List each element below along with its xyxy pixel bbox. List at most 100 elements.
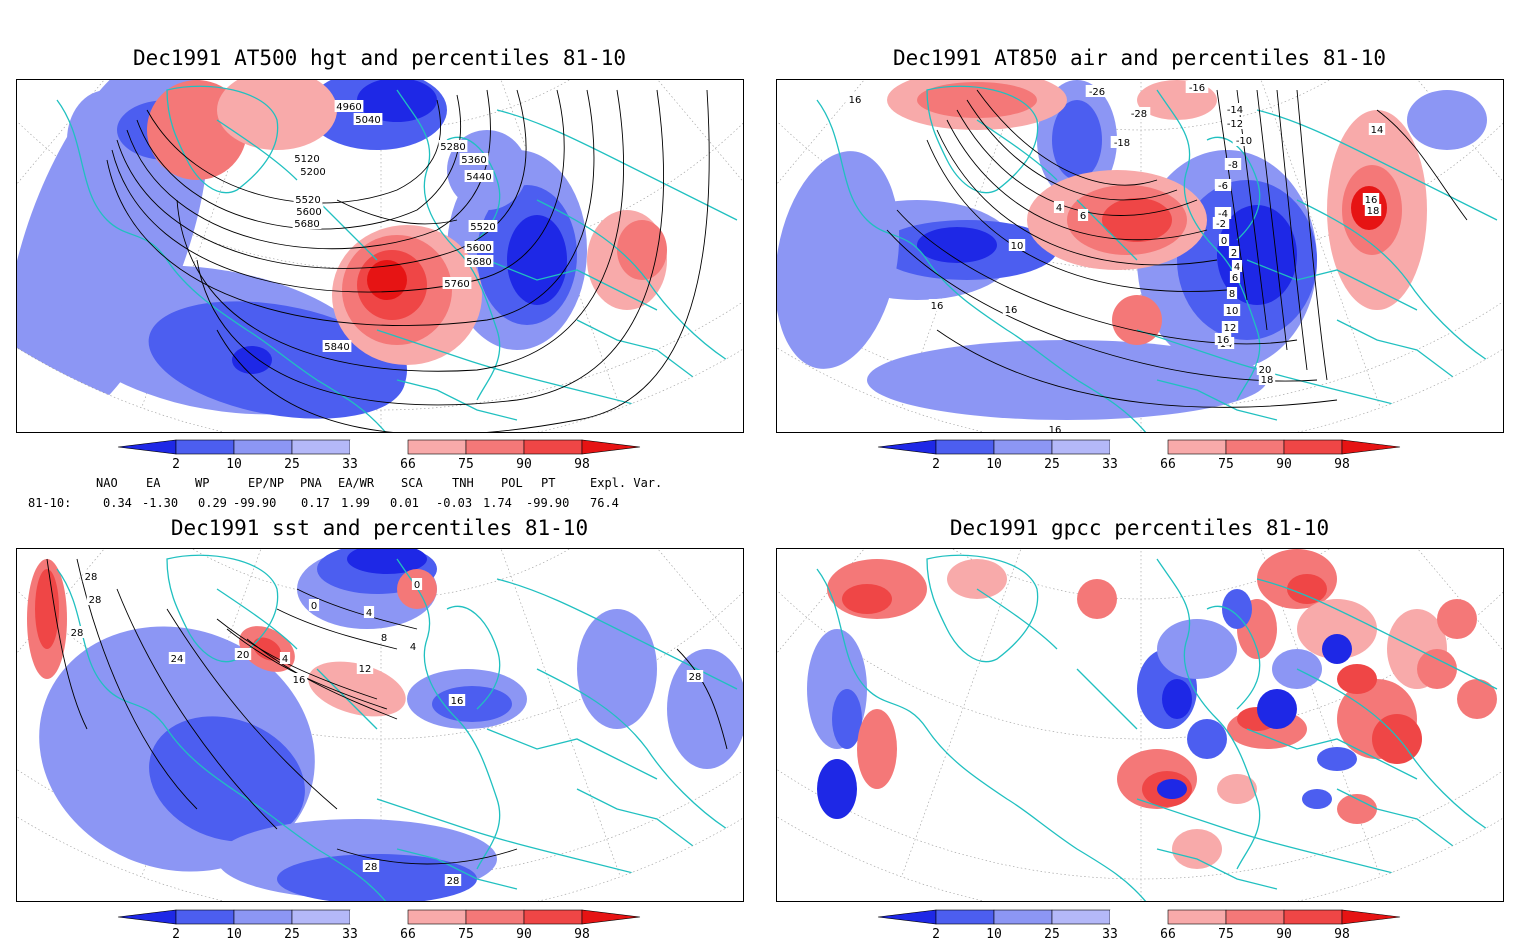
contour-label-bg	[1046, 423, 1064, 432]
colorbar-tick-label: 75	[458, 457, 474, 472]
colorbar-tick-label: 25	[284, 927, 300, 942]
contour-label-bg	[464, 255, 494, 267]
contour-line	[276, 608, 398, 650]
contour-label: -12	[1227, 119, 1243, 130]
coastline-segment	[56, 99, 387, 432]
anomaly-region	[917, 227, 997, 263]
anomaly-region	[1112, 295, 1162, 345]
anomaly-region	[232, 346, 272, 374]
colorbar-segment	[350, 440, 408, 454]
coastline-segment	[536, 668, 728, 830]
contour-label: 28	[365, 862, 378, 873]
contour-label-bg	[1214, 179, 1232, 191]
contour-label-bg	[1362, 193, 1380, 205]
anomaly-region	[357, 80, 437, 122]
contour-line	[926, 139, 1228, 292]
colorbar-segment	[465, 909, 525, 925]
outside-hemisphere-mask	[777, 549, 1503, 901]
contour-label: -18	[1114, 138, 1130, 149]
contour-label-bg	[1218, 234, 1230, 246]
contour-label-bg	[1212, 217, 1230, 229]
coastline-segment	[1246, 728, 1418, 780]
graticule	[777, 549, 1503, 901]
colorbar-tick-label: 10	[986, 927, 1002, 942]
colorbar-tick-label: 98	[574, 927, 590, 942]
contour-label: 28	[447, 876, 460, 887]
coastline-segment	[1076, 199, 1138, 261]
index-row-label: 81-10:	[28, 496, 72, 510]
index-header: NAO	[96, 476, 118, 490]
contour-label-bg	[1214, 333, 1232, 345]
contour-label: 16	[451, 696, 464, 707]
colorbar-tick-label: 98	[1334, 457, 1350, 472]
contour-line	[76, 558, 198, 810]
contour-label: 5840	[324, 342, 349, 353]
map-panel-air: -26-16-14-12-10-8-6-4-202468101214161820…	[776, 79, 1504, 433]
anomaly-region	[35, 569, 59, 649]
contour-label-bg	[234, 648, 252, 660]
contour-label-bg	[362, 860, 380, 872]
outside-hemisphere-mask	[17, 80, 743, 432]
colorbar-tick-label: 98	[574, 457, 590, 472]
anomaly-region	[1337, 794, 1377, 824]
coastline-segment	[486, 728, 658, 780]
contour-label: 5040	[355, 115, 380, 126]
contour-label-bg	[1223, 304, 1241, 316]
anomaly-region	[1457, 679, 1497, 719]
index-header: POL	[501, 476, 523, 490]
outside-hemisphere-mask	[777, 80, 1503, 432]
coastline-segment	[56, 568, 387, 901]
anomaly-region	[1157, 779, 1187, 799]
colorbar-tick-label: 25	[1044, 927, 1060, 942]
index-value: -99.90	[526, 496, 570, 510]
contour-label: 4	[282, 654, 288, 665]
contour-line	[246, 638, 398, 720]
contour-label-bg	[294, 205, 324, 217]
contour-label-bg	[322, 340, 352, 352]
colorbar-tick-label: 75	[1218, 927, 1234, 942]
contour-label-bg	[279, 652, 291, 664]
colorbar-tick-label: 10	[226, 457, 242, 472]
indices-values: 81-10: 0.34 -1.30 0.29 -99.90 0.17 1.99 0.01 -0.…	[28, 496, 728, 512]
contour-label-bg	[293, 193, 323, 205]
teleconnection-indices: NAO EA WP EP/NP PNA EA/WR SCA TNH POL PT Expl. Var…	[28, 476, 728, 512]
contour-label-bg	[1364, 204, 1382, 216]
anomaly-region	[1322, 634, 1352, 664]
contour-label: 4	[1056, 203, 1062, 214]
contour-label-bg	[464, 241, 494, 253]
contour-line	[196, 89, 664, 406]
colorbar-tick-label: 66	[400, 927, 416, 942]
contour-label: 5600	[296, 207, 321, 218]
contour-label-bg	[1368, 123, 1386, 135]
contour-label: 20	[1259, 365, 1272, 376]
colorbar-tick-label: 90	[516, 457, 532, 472]
anomaly-region	[1437, 599, 1477, 639]
index-header: EP/NP	[248, 476, 285, 490]
contour-label: 5120	[294, 154, 319, 165]
anomaly-region	[777, 151, 900, 369]
colorbar-tick-label: 25	[284, 457, 300, 472]
map-canvas-sst: 28 28 28 24 20 4 0 4 8 12 16 16 0 4 28 28 28	[17, 549, 743, 901]
anomaly-region	[1257, 689, 1297, 729]
contour-label-bg	[448, 694, 466, 706]
coastline-segment	[816, 99, 1147, 432]
anomaly-region	[347, 549, 427, 574]
contour-label: -14	[1227, 105, 1243, 116]
contour-label-bg	[68, 626, 86, 638]
contour-line	[976, 89, 1158, 186]
contour-line	[336, 848, 518, 865]
contour-label: 16	[293, 675, 306, 686]
colorbar-arrow-right	[581, 439, 641, 455]
coastline-segment	[976, 119, 1058, 181]
contour-label: 0	[311, 601, 317, 612]
contour-label: 28	[89, 595, 102, 606]
colorbar-tick-label: 2	[932, 927, 940, 942]
coastline-segment	[1156, 848, 1278, 890]
anomaly-region	[367, 260, 407, 300]
coastline-segment	[396, 848, 518, 890]
contour-label: 6	[1232, 273, 1238, 284]
coastline-segment	[216, 119, 298, 181]
colorbar-tick-label: 2	[172, 927, 180, 942]
contour-label: 5680	[466, 257, 491, 268]
anomaly-region	[1187, 719, 1227, 759]
